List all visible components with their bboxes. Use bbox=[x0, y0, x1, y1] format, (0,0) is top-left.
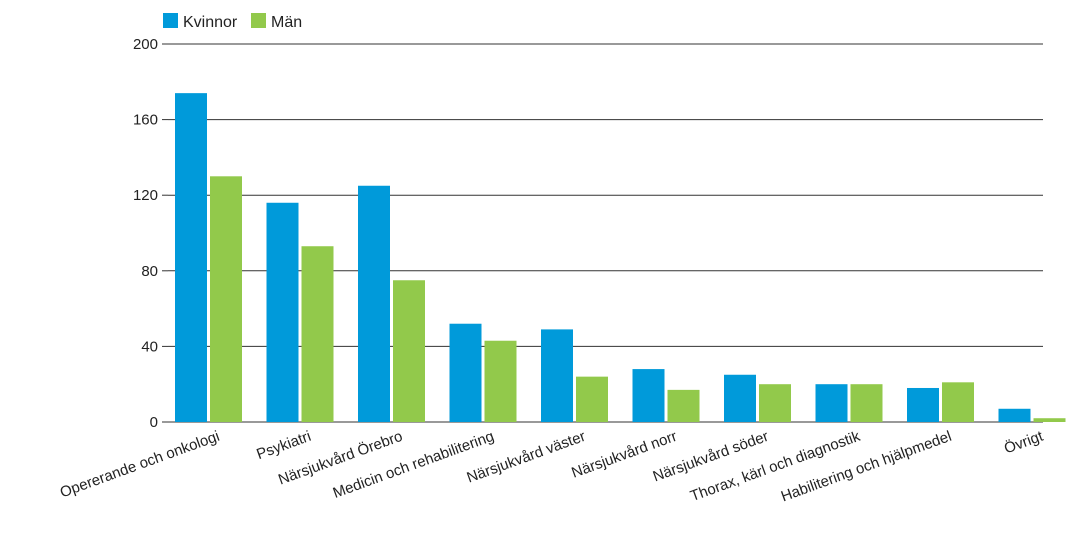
bar-man-7 bbox=[850, 384, 883, 422]
bar-kvinnor-4 bbox=[541, 329, 573, 422]
bar-kvinnor-5 bbox=[632, 369, 665, 422]
y-tick-label: 80 bbox=[141, 263, 158, 280]
bar-kvinnor-1 bbox=[266, 202, 299, 422]
x-category-label: Medicin och rehabilitering bbox=[331, 428, 497, 502]
x-category-label: Habilitering och hjälpmedel bbox=[779, 428, 954, 506]
x-category-label: Opererande och onkologi bbox=[58, 428, 222, 502]
bar-kvinnor-9 bbox=[998, 408, 1031, 422]
x-axis: Opererande och onkologi PsykiatriNärsjukv… bbox=[58, 427, 1046, 506]
bar-kvinnor-2 bbox=[358, 185, 390, 422]
legend: Kvinnor Män bbox=[163, 13, 302, 31]
bar-man-3 bbox=[484, 340, 517, 422]
bar-man-8 bbox=[942, 382, 974, 422]
bar-kvinnor-0 bbox=[175, 93, 207, 422]
bar-kvinnor-3 bbox=[449, 323, 482, 422]
x-category-label: Övrigt bbox=[1002, 427, 1047, 458]
bar-man-9 bbox=[1033, 418, 1066, 422]
legend-label-man: Män bbox=[271, 14, 302, 31]
bar-man-2 bbox=[393, 280, 425, 422]
bar-kvinnor-8 bbox=[907, 387, 939, 422]
bar-kvinnor-6 bbox=[724, 374, 756, 422]
bar-man-4 bbox=[576, 376, 608, 422]
y-tick-label: 40 bbox=[141, 338, 158, 355]
bars bbox=[175, 93, 1066, 422]
y-tick-label: 120 bbox=[133, 187, 158, 204]
y-tick-label: 0 bbox=[150, 414, 158, 431]
legend-swatch-man bbox=[251, 13, 266, 28]
x-category-label: Psykiatri bbox=[254, 428, 313, 463]
legend-swatch-kvinnor bbox=[163, 13, 178, 28]
y-tick-label: 200 bbox=[133, 36, 158, 53]
y-axis: 0 40 80 120 160 200 bbox=[133, 36, 168, 431]
y-tick-label: 160 bbox=[133, 112, 158, 129]
x-category-label: Thorax, kärl och diagnostik bbox=[688, 428, 863, 505]
legend-label-kvinnor: Kvinnor bbox=[183, 14, 238, 31]
gridlines bbox=[168, 43, 1043, 423]
bar-man-1 bbox=[301, 246, 334, 422]
bar-kvinnor-7 bbox=[815, 384, 848, 422]
bar-man-0 bbox=[210, 176, 242, 422]
bar-man-6 bbox=[759, 384, 791, 422]
bar-man-5 bbox=[667, 389, 700, 422]
